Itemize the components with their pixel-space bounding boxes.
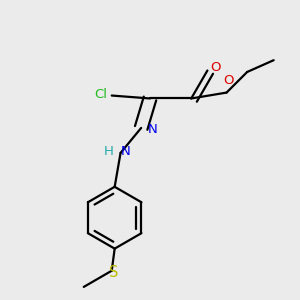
- Text: Cl: Cl: [94, 88, 107, 100]
- Text: O: O: [223, 74, 233, 87]
- Text: S: S: [109, 265, 118, 280]
- Text: O: O: [210, 61, 221, 74]
- Text: N: N: [121, 145, 130, 158]
- Text: H: H: [103, 145, 113, 158]
- Text: N: N: [148, 123, 158, 136]
